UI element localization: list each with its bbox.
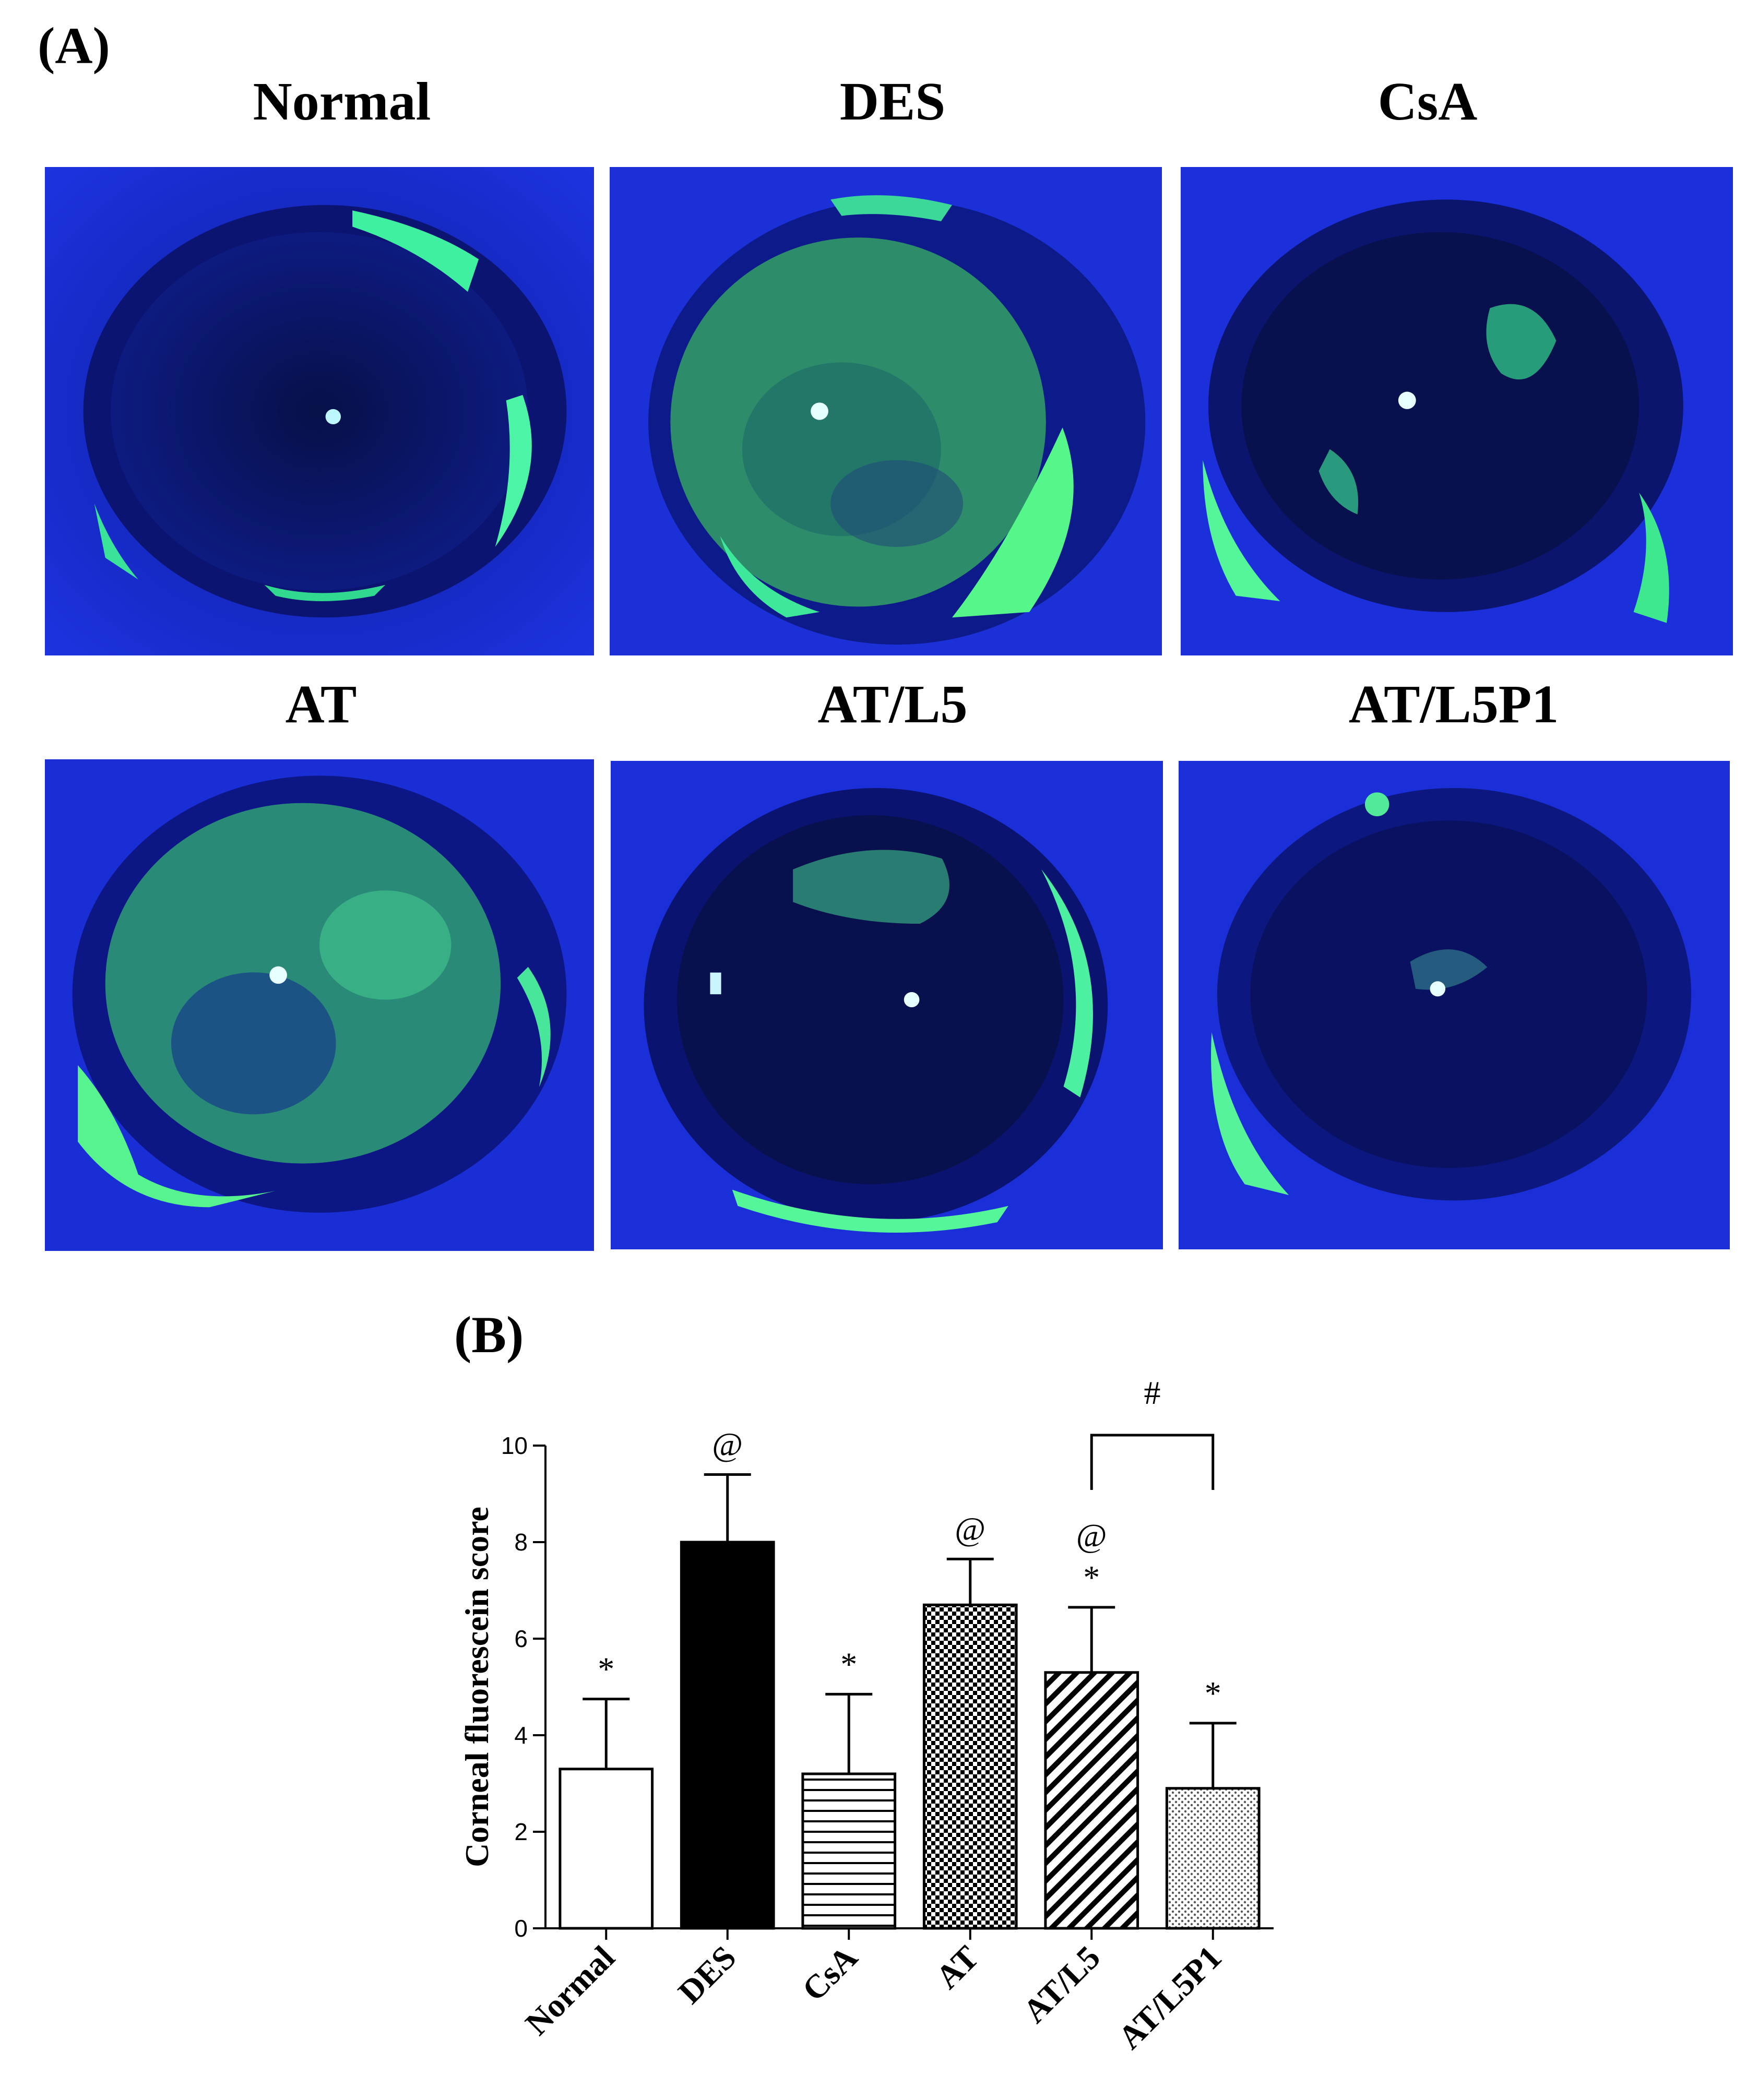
comparison-marker: # bbox=[1144, 1374, 1161, 1411]
image-title-at-l5p1: AT/L5P1 bbox=[1348, 674, 1559, 734]
eye-photo-normal bbox=[45, 167, 594, 655]
y-tick-label-6: 6 bbox=[514, 1625, 528, 1652]
image-title-at: AT bbox=[285, 674, 357, 734]
significance-marker-at-l5-2: @ bbox=[1076, 1517, 1107, 1554]
panel-b-label: (B) bbox=[454, 1306, 524, 1364]
bar-at-l5 bbox=[1044, 1671, 1139, 1930]
panel-a-label: (A) bbox=[38, 17, 110, 75]
significance-marker-at-1: @ bbox=[955, 1510, 985, 1547]
eye-photo-des bbox=[610, 167, 1162, 655]
significance-marker-csa-1: * bbox=[840, 1645, 857, 1683]
bar-csa bbox=[801, 1772, 897, 1930]
x-tick-label-des: DES bbox=[671, 1939, 743, 2011]
comparison-bracket bbox=[1090, 1434, 1215, 1490]
x-tick-label-normal: Normal bbox=[518, 1939, 622, 2042]
image-title-csa: CsA bbox=[1377, 71, 1478, 132]
significance-marker-normal-1: * bbox=[598, 1651, 614, 1688]
eye-photo-at-l5p1 bbox=[1179, 761, 1730, 1249]
eye-photo-at bbox=[45, 759, 594, 1251]
y-tick-label-2: 2 bbox=[514, 1818, 528, 1845]
y-tick-label-8: 8 bbox=[514, 1529, 528, 1556]
significance-marker-at-l5p1-1: * bbox=[1205, 1675, 1221, 1712]
bar-at bbox=[922, 1603, 1018, 1930]
y-tick-label-0: 0 bbox=[514, 1915, 528, 1942]
bar-normal bbox=[559, 1768, 654, 1930]
image-title-normal: Normal bbox=[253, 71, 431, 132]
image-title-at-l5: AT/L5 bbox=[817, 674, 968, 734]
significance-marker-des-1: @ bbox=[712, 1426, 743, 1463]
bar-des bbox=[680, 1541, 775, 1930]
eye-photo-at-l5 bbox=[611, 761, 1163, 1249]
x-tick-label-csa: CsA bbox=[795, 1939, 864, 2008]
x-tick-label-at-l5: AT/L5 bbox=[1016, 1939, 1107, 2030]
x-tick-label-at: AT bbox=[929, 1939, 986, 1996]
x-tick-label-at-l5p1: AT/L5P1 bbox=[1111, 1939, 1228, 2056]
eye-photo-csa bbox=[1181, 167, 1733, 655]
significance-marker-at-l5-1: * bbox=[1083, 1559, 1100, 1596]
y-tick-label-4: 4 bbox=[514, 1722, 528, 1749]
bar-at-l5p1 bbox=[1165, 1787, 1261, 1930]
image-title-des: DES bbox=[839, 71, 946, 132]
y-axis-title: Corneal fluorescein score bbox=[458, 1507, 495, 1867]
y-tick-label-10: 10 bbox=[501, 1432, 528, 1459]
